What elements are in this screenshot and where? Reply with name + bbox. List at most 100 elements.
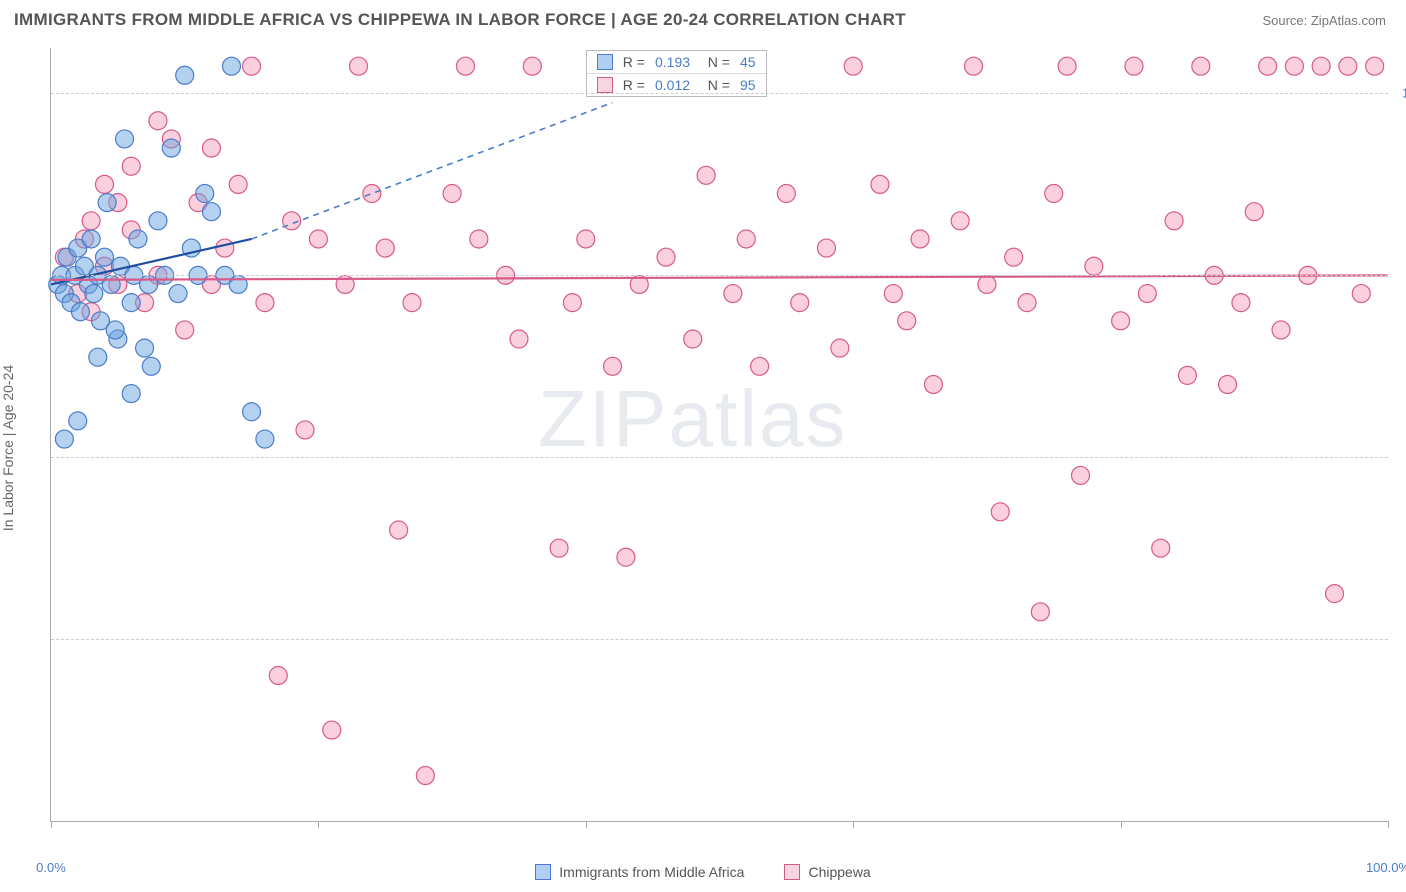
scatter-point — [229, 175, 247, 193]
scatter-point — [323, 721, 341, 739]
legend-r-pink: 0.012 — [655, 77, 690, 93]
scatter-point — [1352, 285, 1370, 303]
scatter-point — [604, 357, 622, 375]
scatter-point — [98, 194, 116, 212]
scatter-point — [751, 357, 769, 375]
scatter-point — [162, 139, 180, 157]
scatter-point — [817, 239, 835, 257]
scatter-point — [1245, 203, 1263, 221]
grid-line — [51, 639, 1388, 640]
scatter-point — [1219, 375, 1237, 393]
scatter-point — [149, 212, 167, 230]
scatter-point — [85, 285, 103, 303]
scatter-point — [169, 285, 187, 303]
scatter-point — [403, 294, 421, 312]
scatter-point — [89, 348, 107, 366]
scatter-point — [1152, 539, 1170, 557]
scatter-point — [269, 666, 287, 684]
x-tick — [1388, 821, 1389, 828]
scatter-point — [844, 57, 862, 75]
scatter-point — [884, 285, 902, 303]
scatter-point — [523, 57, 541, 75]
scatter-point — [965, 57, 983, 75]
scatter-point — [1005, 248, 1023, 266]
scatter-point — [82, 212, 100, 230]
legend-r-blue: 0.193 — [655, 54, 690, 70]
scatter-point — [617, 548, 635, 566]
scatter-point — [243, 403, 261, 421]
scatter-point — [951, 212, 969, 230]
scatter-point — [390, 521, 408, 539]
scatter-point — [577, 230, 595, 248]
scatter-point — [202, 203, 220, 221]
scatter-point — [777, 185, 795, 203]
legend-swatch-pink — [597, 77, 613, 93]
scatter-point — [296, 421, 314, 439]
scatter-point — [510, 330, 528, 348]
y-axis-label: In Labor Force | Age 20-24 — [0, 365, 16, 531]
scatter-point — [898, 312, 916, 330]
scatter-point — [1085, 257, 1103, 275]
scatter-point — [256, 430, 274, 448]
bottom-legend-label: Chippewa — [808, 864, 870, 880]
scatter-point — [196, 185, 214, 203]
scatter-point — [443, 185, 461, 203]
x-tick — [1121, 821, 1122, 828]
scatter-point — [1259, 57, 1277, 75]
scatter-point — [911, 230, 929, 248]
scatter-point — [222, 57, 240, 75]
scatter-point — [1045, 185, 1063, 203]
scatter-point — [1339, 57, 1357, 75]
scatter-point — [95, 175, 113, 193]
correlation-legend: R = 0.193 N = 45 R = 0.012 N = 95 — [586, 50, 767, 97]
scatter-point — [202, 139, 220, 157]
x-tick — [51, 821, 52, 828]
scatter-point — [149, 112, 167, 130]
scatter-point — [82, 230, 100, 248]
scatter-point — [657, 248, 675, 266]
scatter-overlay — [51, 48, 1388, 821]
x-tick — [853, 821, 854, 828]
scatter-point — [1312, 57, 1330, 75]
scatter-point — [176, 321, 194, 339]
scatter-point — [1192, 57, 1210, 75]
chart-area: ZIPatlas R = 0.193 N = 45 R = 0.012 N = … — [50, 48, 1388, 822]
scatter-point — [871, 175, 889, 193]
scatter-point — [991, 503, 1009, 521]
scatter-point — [1138, 285, 1156, 303]
scatter-point — [256, 294, 274, 312]
scatter-point — [55, 430, 73, 448]
scatter-point — [563, 294, 581, 312]
bottom-legend-pink: Chippewa — [784, 864, 870, 880]
scatter-point — [376, 239, 394, 257]
trend-extrapolation — [252, 103, 613, 239]
scatter-point — [1326, 585, 1344, 603]
scatter-point — [1018, 294, 1036, 312]
scatter-point — [243, 57, 261, 75]
bottom-legend-blue: Immigrants from Middle Africa — [535, 864, 744, 880]
scatter-point — [142, 357, 160, 375]
scatter-point — [1272, 321, 1290, 339]
scatter-point — [1178, 366, 1196, 384]
grid-line — [51, 93, 1388, 94]
scatter-point — [1031, 603, 1049, 621]
scatter-point — [102, 275, 120, 293]
scatter-point — [140, 275, 158, 293]
bottom-legend-label: Immigrants from Middle Africa — [559, 864, 744, 880]
legend-n-label: N = — [700, 77, 730, 93]
scatter-point — [129, 230, 147, 248]
scatter-point — [95, 248, 113, 266]
chart-title: IMMIGRANTS FROM MIDDLE AFRICA VS CHIPPEW… — [14, 10, 906, 30]
scatter-point — [176, 66, 194, 84]
scatter-point — [122, 294, 140, 312]
scatter-point — [1366, 57, 1384, 75]
legend-n-blue: 45 — [740, 54, 756, 70]
legend-swatch-blue — [535, 864, 551, 880]
scatter-point — [216, 239, 234, 257]
scatter-point — [416, 767, 434, 785]
scatter-point — [831, 339, 849, 357]
scatter-point — [697, 166, 715, 184]
plot-region: ZIPatlas R = 0.193 N = 45 R = 0.012 N = … — [50, 48, 1388, 822]
y-tick-label: 100.0% — [1402, 86, 1406, 101]
scatter-point — [1112, 312, 1130, 330]
